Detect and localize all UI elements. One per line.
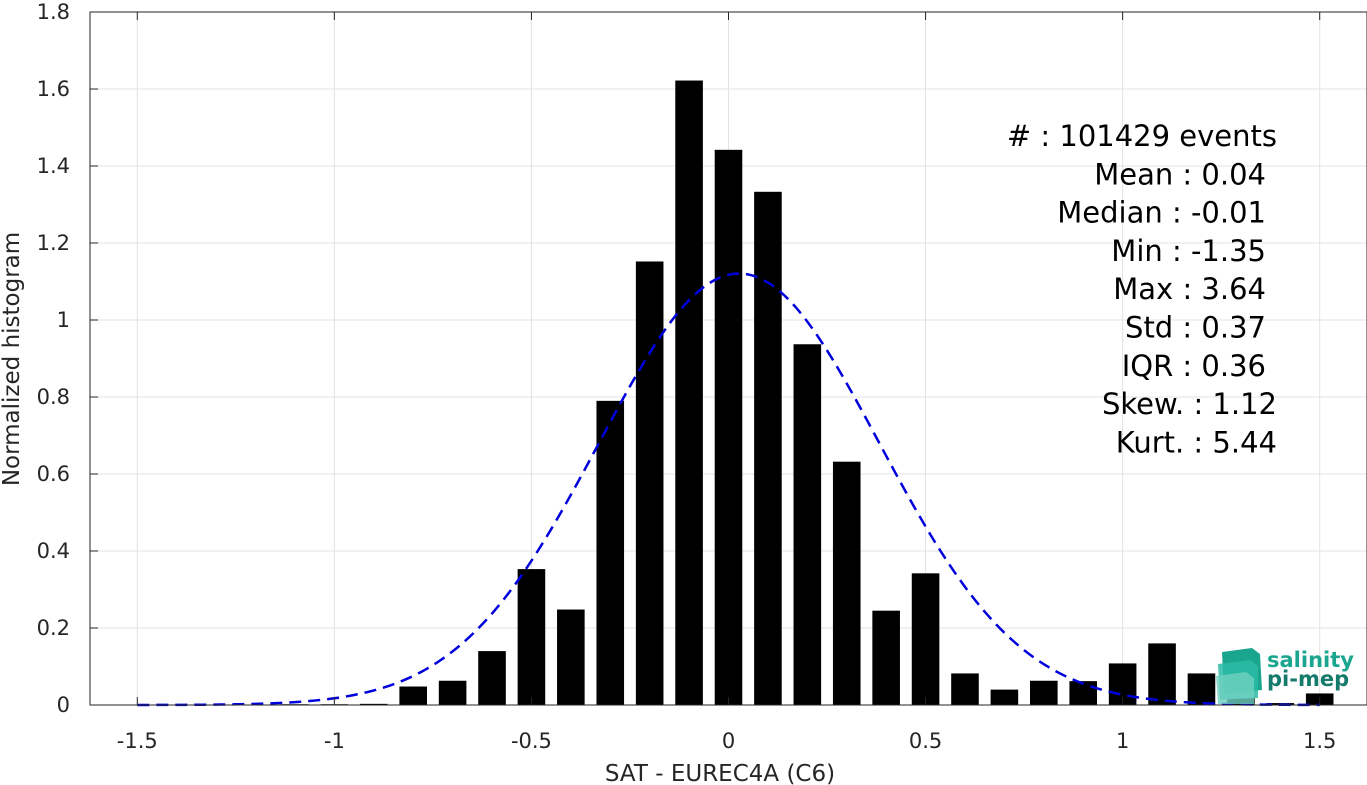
- histogram-bar: [990, 689, 1019, 705]
- stat-line: Skew. : 1.12: [1102, 387, 1277, 421]
- y-tick-label: 0.4: [37, 539, 70, 563]
- salinity-pi-mep-logo: salinity pi-mep: [1216, 648, 1354, 704]
- stat-line: Max : 3.64: [1113, 272, 1266, 306]
- y-tick-label: 0.8: [37, 385, 70, 409]
- y-tick-label: 0.2: [37, 616, 70, 640]
- histogram-bar: [832, 461, 861, 705]
- x-tick-label: 1: [1116, 729, 1129, 753]
- y-tick-labels: 0 0.2 0.4 0.6 0.8 1 1.2 1.4 1.6 1.8: [37, 0, 70, 717]
- histogram-bar: [714, 149, 743, 705]
- histogram-bar: [517, 569, 546, 705]
- histogram-bar: [675, 80, 703, 705]
- logo-line-1: salinity: [1267, 648, 1354, 672]
- waves-icon: [1216, 648, 1262, 704]
- histogram-bar: [951, 673, 979, 705]
- histogram-bar: [359, 703, 388, 705]
- y-tick-label: 0.6: [37, 462, 70, 486]
- stat-line: Std : 0.37: [1125, 311, 1266, 345]
- histogram-bar: [438, 680, 467, 705]
- histogram-bar: [478, 651, 506, 705]
- x-tick-label: -0.5: [511, 729, 552, 753]
- x-tick-label: -1.5: [117, 729, 158, 753]
- y-tick-label: 1.8: [37, 0, 70, 24]
- axis-ticks: [90, 11, 1321, 706]
- y-tick-label: 1: [57, 308, 70, 332]
- stat-line: IQR : 0.36: [1122, 349, 1266, 383]
- histogram-bar: [635, 261, 664, 705]
- y-axis-title: Normalized histogram: [0, 232, 25, 486]
- x-tick-label: 0: [722, 729, 735, 753]
- stat-line: # : 101429 events: [1007, 119, 1277, 153]
- y-tick-label: 1.6: [37, 77, 70, 101]
- histogram-bar: [911, 573, 940, 705]
- y-tick-label: 1.4: [37, 154, 70, 178]
- histogram-bar: [872, 610, 900, 705]
- stat-line: Min : -1.35: [1111, 234, 1266, 268]
- x-tick-label: 1.5: [1303, 729, 1336, 753]
- x-tick-label: -1: [324, 729, 345, 753]
- x-tick-label: 0.5: [909, 729, 942, 753]
- logo-line-2: pi-mep: [1267, 667, 1349, 691]
- stat-line: Mean : 0.04: [1094, 157, 1266, 191]
- stat-line: Kurt. : 5.44: [1116, 425, 1277, 459]
- x-axis-title: SAT - EUREC4A (C6): [605, 761, 835, 785]
- histogram-bar: [754, 191, 782, 706]
- histogram-bar: [1187, 673, 1216, 705]
- histogram-bar: [1148, 643, 1176, 705]
- histogram-bar: [557, 609, 585, 705]
- x-tick-labels: -1.5 -1 -0.5 0 0.5 1 1.5: [117, 729, 1337, 753]
- y-tick-label: 0: [57, 693, 70, 717]
- stat-line: Median : -0.01: [1057, 196, 1266, 230]
- histogram-bar: [596, 400, 625, 705]
- y-tick-label: 1.2: [37, 231, 70, 255]
- histogram-bars: [241, 80, 1334, 706]
- histogram-bar: [793, 344, 822, 705]
- statistics-panel: # : 101429 events Mean : 0.04 Median : -0.…: [1007, 119, 1277, 459]
- histogram-bar: [399, 686, 427, 705]
- histogram-bar: [1030, 680, 1058, 705]
